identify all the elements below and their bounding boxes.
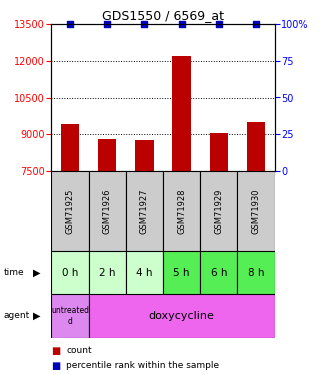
Text: 8 h: 8 h	[248, 268, 264, 278]
Bar	[210, 133, 228, 171]
Bar	[200, 171, 237, 251]
Bar	[237, 251, 275, 294]
Text: 5 h: 5 h	[173, 268, 190, 278]
Text: percentile rank within the sample: percentile rank within the sample	[66, 361, 219, 370]
Point	[254, 21, 259, 27]
Bar	[51, 251, 88, 294]
Text: count: count	[66, 346, 92, 355]
Text: GSM71927: GSM71927	[140, 188, 149, 234]
Text: ■: ■	[51, 361, 61, 370]
Point	[67, 21, 72, 27]
Text: 0 h: 0 h	[62, 268, 78, 278]
Text: 6 h: 6 h	[211, 268, 227, 278]
Text: ■: ■	[51, 346, 61, 355]
Text: 2 h: 2 h	[99, 268, 116, 278]
Point	[216, 21, 221, 27]
Text: ▶: ▶	[33, 268, 41, 278]
Bar	[51, 171, 88, 251]
Bar	[51, 294, 88, 338]
Bar	[88, 294, 275, 338]
Text: ▶: ▶	[33, 311, 41, 321]
Bar	[88, 251, 126, 294]
Text: doxycycline: doxycycline	[149, 311, 214, 321]
Bar	[98, 139, 117, 171]
Bar	[126, 251, 163, 294]
Bar	[163, 251, 200, 294]
Bar	[61, 124, 79, 171]
Title: GDS1550 / 6569_at: GDS1550 / 6569_at	[102, 9, 224, 22]
Point	[105, 21, 110, 27]
Text: time: time	[3, 268, 24, 278]
Text: agent: agent	[3, 311, 29, 320]
Bar	[88, 171, 126, 251]
Bar	[163, 171, 200, 251]
Point	[179, 21, 184, 27]
Bar	[135, 140, 154, 171]
Text: untreated
d: untreated d	[51, 306, 89, 326]
Text: 4 h: 4 h	[136, 268, 153, 278]
Bar	[200, 251, 237, 294]
Bar	[237, 171, 275, 251]
Text: GSM71929: GSM71929	[214, 188, 223, 234]
Bar	[126, 171, 163, 251]
Point	[142, 21, 147, 27]
Bar	[247, 122, 265, 171]
Text: GSM71930: GSM71930	[252, 188, 260, 234]
Text: GSM71926: GSM71926	[103, 188, 112, 234]
Text: GSM71925: GSM71925	[66, 188, 74, 234]
Bar	[172, 56, 191, 171]
Text: GSM71928: GSM71928	[177, 188, 186, 234]
